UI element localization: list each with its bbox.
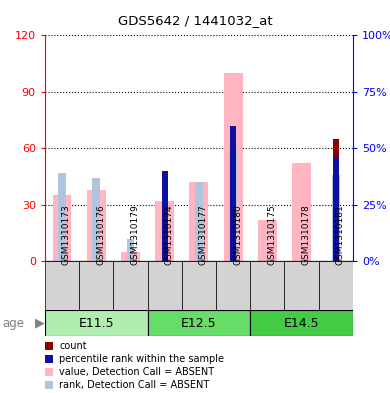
Text: GSM1310174: GSM1310174 — [165, 205, 174, 265]
Bar — [161, 171, 168, 261]
Bar — [250, 310, 353, 336]
Bar — [53, 195, 71, 261]
Text: GSM1310176: GSM1310176 — [96, 204, 105, 265]
Bar — [161, 203, 168, 261]
Bar — [147, 261, 182, 310]
Text: GSM1310180: GSM1310180 — [233, 204, 242, 265]
Bar — [58, 173, 66, 261]
Text: value, Detection Call = ABSENT: value, Detection Call = ABSENT — [59, 367, 214, 377]
Bar — [229, 148, 237, 261]
Text: GSM1310181: GSM1310181 — [336, 204, 345, 265]
Bar — [284, 261, 319, 310]
Bar — [230, 126, 236, 261]
Text: rank, Detection Call = ABSENT: rank, Detection Call = ABSENT — [59, 380, 209, 390]
Text: ▶: ▶ — [35, 317, 45, 330]
Bar — [332, 175, 340, 261]
Text: count: count — [59, 341, 87, 351]
Text: GDS5642 / 1441032_at: GDS5642 / 1441032_at — [118, 14, 272, 27]
Bar — [79, 261, 113, 310]
Bar — [45, 261, 79, 310]
Bar — [155, 201, 174, 261]
Bar — [224, 73, 243, 261]
Bar — [333, 157, 339, 261]
Bar — [127, 239, 134, 261]
Bar — [45, 310, 147, 336]
Bar — [250, 261, 284, 310]
Bar — [333, 139, 339, 261]
Bar — [147, 310, 250, 336]
Text: GSM1310179: GSM1310179 — [130, 204, 140, 265]
Bar — [121, 252, 140, 261]
Bar — [216, 261, 250, 310]
Bar — [113, 261, 147, 310]
Bar — [195, 182, 203, 261]
Text: age: age — [2, 317, 24, 330]
Bar — [182, 261, 216, 310]
Text: GSM1310175: GSM1310175 — [268, 204, 277, 265]
Bar — [258, 220, 277, 261]
Bar — [87, 190, 106, 261]
Text: E11.5: E11.5 — [78, 317, 114, 330]
Text: GSM1310173: GSM1310173 — [62, 204, 71, 265]
Bar — [319, 261, 353, 310]
Text: E14.5: E14.5 — [284, 317, 319, 330]
Text: percentile rank within the sample: percentile rank within the sample — [59, 354, 224, 364]
Text: GSM1310178: GSM1310178 — [301, 204, 310, 265]
Text: GSM1310177: GSM1310177 — [199, 204, 208, 265]
Bar — [190, 182, 208, 261]
Bar — [292, 163, 311, 261]
Bar — [92, 178, 100, 261]
Text: E12.5: E12.5 — [181, 317, 217, 330]
